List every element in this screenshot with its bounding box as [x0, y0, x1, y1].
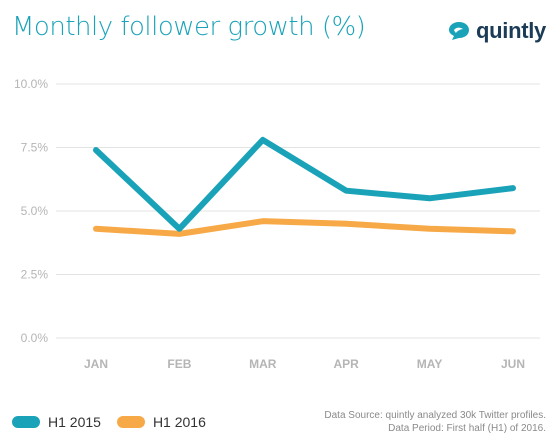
y-tick-label: 7.5% — [21, 141, 49, 155]
x-tick-label: MAR — [249, 357, 277, 371]
legend-swatch-h1-2016 — [116, 416, 145, 428]
quintly-bubble-icon — [448, 22, 469, 40]
chart-title: Monthly follower growth (%) — [12, 12, 366, 42]
legend-label-h1-2015: H1 2015 — [48, 414, 101, 430]
logo-text: quintly — [475, 18, 546, 43]
legend: H1 2015 H1 2016 — [12, 414, 206, 430]
legend-item-h1-2016: H1 2016 — [116, 414, 206, 430]
series-line-h1-2015 — [93, 136, 516, 232]
series-line-h1-2016 — [93, 218, 516, 237]
x-tick-label: FEB — [167, 357, 191, 371]
legend-label-h1-2016: H1 2016 — [152, 414, 206, 430]
data-period-line: Data Period: First half (H1) of 2016. — [388, 423, 546, 434]
y-tick-label: 5.0% — [21, 204, 49, 218]
data-source-line: Data Source: quintly analyzed 30k Twitte… — [324, 410, 546, 421]
y-tick-label: 0.0% — [21, 331, 49, 345]
x-tick-label: JAN — [84, 357, 108, 371]
x-tick-label: APR — [334, 357, 360, 371]
y-tick-label: 10.0% — [14, 77, 48, 91]
x-tick-label: JUN — [501, 357, 525, 371]
legend-swatch-h1-2015 — [12, 416, 40, 428]
quintly-logo: quintly — [448, 18, 546, 44]
x-tick-label: MAY — [417, 357, 443, 371]
legend-item-h1-2015: H1 2015 — [12, 414, 101, 430]
data-source-note: Data Source: quintly analyzed 30k Twitte… — [324, 409, 546, 435]
y-tick-label: 2.5% — [21, 268, 49, 282]
